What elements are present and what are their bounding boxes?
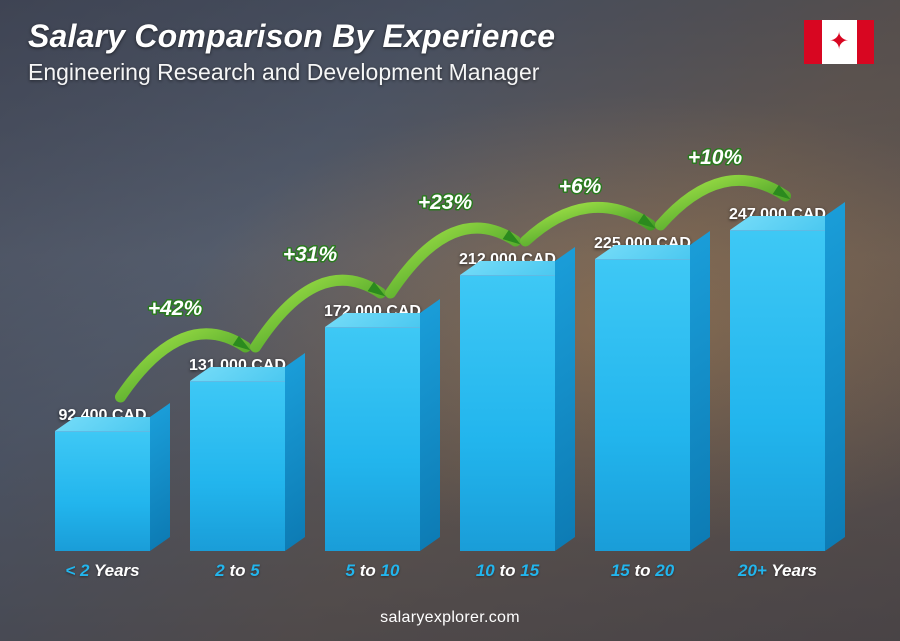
- x-axis-label: 15 to 20: [580, 561, 705, 581]
- chart-title: Salary Comparison By Experience: [28, 18, 872, 55]
- bar: [730, 230, 825, 551]
- bar-group: 131,000 CAD: [175, 357, 300, 551]
- x-axis-label: 5 to 10: [310, 561, 435, 581]
- bar-group: 225,000 CAD: [580, 235, 705, 551]
- bar: [460, 275, 555, 551]
- bar: [325, 327, 420, 551]
- bar: [190, 381, 285, 551]
- bar: [55, 431, 150, 551]
- bar-group: 92,400 CAD: [40, 407, 165, 551]
- bars-container: 92,400 CAD 131,000 CAD 172,000 CAD 212,0…: [40, 120, 840, 551]
- bar-chart: 92,400 CAD 131,000 CAD 172,000 CAD 212,0…: [40, 120, 840, 581]
- x-axis-label: 20+ Years: [715, 561, 840, 581]
- x-axis-label: 10 to 15: [445, 561, 570, 581]
- x-axis-labels: < 2 Years 2 to 5 5 to 10 10 to 15 15 to 20 20…: [40, 561, 840, 581]
- bar-group: 172,000 CAD: [310, 303, 435, 551]
- canada-flag-icon: ✦: [804, 20, 874, 64]
- x-axis-label: 2 to 5: [175, 561, 300, 581]
- bar-group: 247,000 CAD: [715, 206, 840, 551]
- bar: [595, 259, 690, 551]
- chart-subtitle: Engineering Research and Development Man…: [28, 59, 872, 86]
- footer-credit: salaryexplorer.com: [0, 609, 900, 627]
- x-axis-label: < 2 Years: [40, 561, 165, 581]
- header: Salary Comparison By Experience Engineer…: [28, 18, 872, 86]
- bar-group: 212,000 CAD: [445, 251, 570, 551]
